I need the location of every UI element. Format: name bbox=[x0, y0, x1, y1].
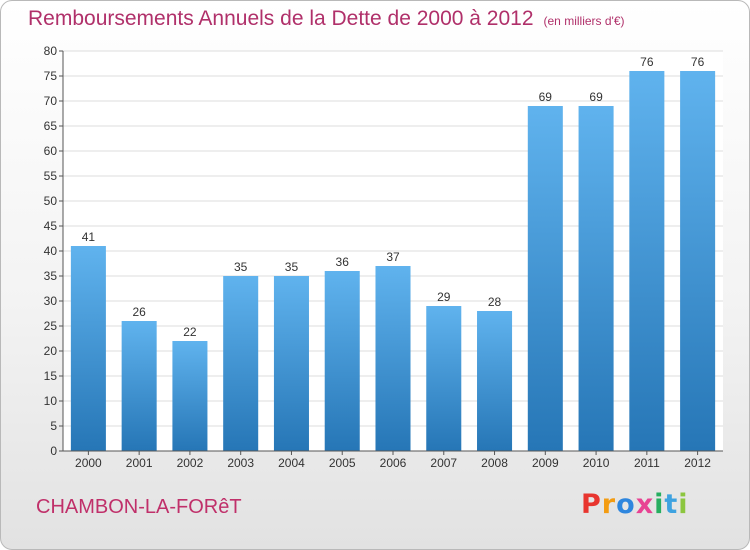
chart-title: Remboursements Annuels de la Dette de 20… bbox=[28, 7, 625, 31]
x-tick-label: 2005 bbox=[329, 456, 356, 470]
x-tick-label: 2008 bbox=[481, 456, 508, 470]
x-tick-label: 2003 bbox=[227, 456, 254, 470]
bar bbox=[680, 71, 716, 451]
y-tick-label: 25 bbox=[44, 319, 58, 333]
logo-letter: t bbox=[664, 489, 679, 520]
y-tick-label: 10 bbox=[44, 394, 58, 408]
y-tick-label: 5 bbox=[50, 419, 57, 433]
y-tick-label: 45 bbox=[44, 219, 58, 233]
y-tick-label: 30 bbox=[44, 294, 58, 308]
y-tick-label: 0 bbox=[50, 444, 57, 458]
x-tick-label: 2001 bbox=[126, 456, 153, 470]
data-label: 26 bbox=[132, 305, 146, 319]
axes: 0 5 10 15 20 25 30 35 40 45 50 55 60 65 70 75 80 2000 2001… bbox=[44, 44, 723, 470]
data-label: 76 bbox=[691, 55, 705, 69]
bars: 41 26 22 35 35 36 37 29 28 69 69 76 76 bbox=[70, 55, 716, 451]
x-tick-label: 2009 bbox=[532, 456, 559, 470]
bar bbox=[375, 266, 411, 451]
y-tick-label: 60 bbox=[44, 144, 58, 158]
x-tick-label: 2010 bbox=[583, 456, 610, 470]
bar bbox=[121, 321, 157, 451]
x-tick-label: 2012 bbox=[684, 456, 711, 470]
x-tick-label: 2004 bbox=[278, 456, 305, 470]
x-tick-label: 2007 bbox=[430, 456, 457, 470]
y-tick-label: 75 bbox=[44, 69, 58, 83]
data-label: 69 bbox=[539, 90, 553, 104]
bar bbox=[223, 276, 259, 451]
data-label: 36 bbox=[336, 255, 350, 269]
data-label: 76 bbox=[640, 55, 654, 69]
y-tick-label: 40 bbox=[44, 244, 58, 258]
x-tick-label: 2011 bbox=[634, 456, 660, 470]
data-label: 35 bbox=[234, 260, 248, 274]
data-label: 41 bbox=[82, 230, 96, 244]
y-tick-label: 50 bbox=[44, 194, 58, 208]
logo-letter: r bbox=[601, 489, 617, 520]
bar bbox=[477, 311, 513, 451]
bar bbox=[426, 306, 462, 451]
y-tick-label: 20 bbox=[44, 344, 58, 358]
y-tick-label: 55 bbox=[44, 169, 58, 183]
logo-letter: i bbox=[678, 489, 689, 520]
y-tick-label: 80 bbox=[44, 44, 58, 58]
x-tick-label: 2006 bbox=[380, 456, 407, 470]
bar bbox=[527, 106, 563, 451]
y-tick-label: 35 bbox=[44, 269, 58, 283]
data-label: 37 bbox=[386, 250, 400, 264]
y-tick-label: 65 bbox=[44, 119, 58, 133]
bar bbox=[273, 276, 309, 451]
y-tick-label: 15 bbox=[44, 369, 58, 383]
data-label: 35 bbox=[285, 260, 299, 274]
x-tick-label: 2002 bbox=[177, 456, 204, 470]
data-label: 69 bbox=[589, 90, 603, 104]
bar bbox=[70, 246, 106, 451]
logo-letter: x bbox=[635, 489, 655, 520]
chart-subtitle: (en milliers d'€) bbox=[543, 14, 625, 28]
bar bbox=[578, 106, 614, 451]
commune-name: CHAMBON-LA-FORêT bbox=[36, 496, 242, 518]
x-tick-label: 2000 bbox=[75, 456, 102, 470]
chart-title-text: Remboursements Annuels de la Dette de 20… bbox=[28, 7, 534, 30]
bar bbox=[172, 341, 208, 451]
y-tick-label: 70 bbox=[44, 94, 58, 108]
bar bbox=[629, 71, 665, 451]
proxiti-logo: Proxiti bbox=[581, 489, 689, 520]
bar bbox=[324, 271, 360, 451]
logo-letter: i bbox=[654, 489, 665, 520]
logo-letter: P bbox=[581, 489, 602, 520]
data-label: 29 bbox=[437, 290, 451, 304]
data-label: 28 bbox=[488, 295, 502, 309]
logo-letter: o bbox=[616, 489, 636, 520]
data-label: 22 bbox=[183, 325, 197, 339]
